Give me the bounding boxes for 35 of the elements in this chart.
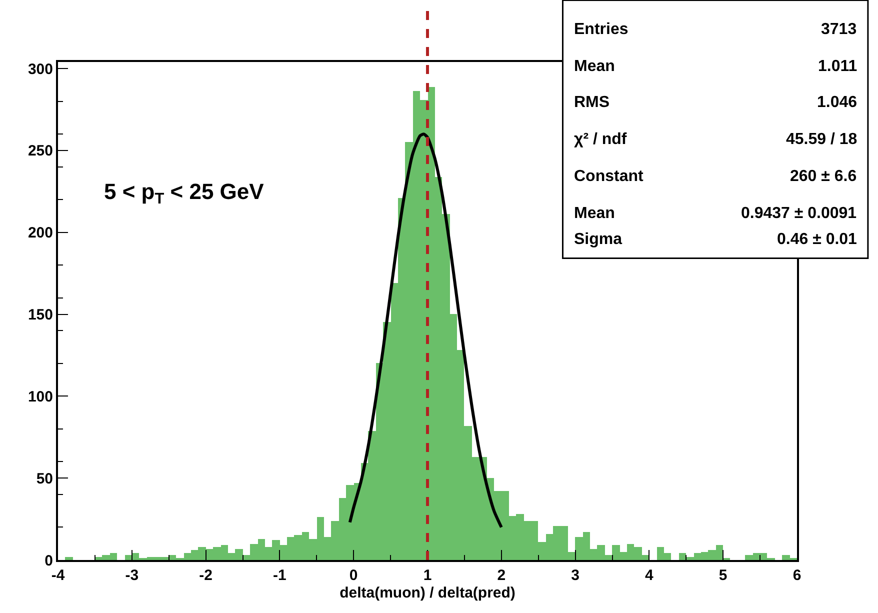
y-tick-label: 50	[36, 470, 53, 488]
x-axis-title: delta(muon) / delta(pred)	[340, 584, 516, 602]
annotation: RMS	[574, 94, 610, 111]
x-tick-label: 6	[792, 567, 802, 584]
annotation: Mean	[574, 58, 615, 75]
x-tick-label: -2	[199, 567, 212, 584]
y-tick-label: 300	[28, 60, 53, 78]
text: 1.011	[818, 58, 858, 75]
x-tick-label: 0	[349, 567, 358, 584]
annotation: Mean	[574, 205, 615, 222]
text: Entries	[574, 21, 628, 38]
y-tick-label: 0	[44, 552, 53, 570]
annotation: χ² / ndf	[574, 131, 628, 148]
x-tick-label: -1	[273, 567, 286, 584]
y-tick-label: 100	[28, 388, 53, 406]
y-tick-label: 250	[28, 142, 53, 160]
x-tick-label: -3	[125, 567, 139, 584]
x-tick-label: 4	[645, 567, 654, 584]
x-tick-label: 2	[497, 567, 506, 584]
annotation: 0.46 ± 0.01	[777, 231, 858, 248]
y-tick-label: 200	[28, 224, 53, 242]
x-tick-label: -4	[51, 567, 66, 584]
annotation: 5 < p$_{T}$ < 25 GeV	[104, 179, 264, 208]
annotation: 260 ± 6.6	[790, 168, 857, 185]
annotation: 45.59 / 18	[786, 131, 858, 148]
text: 3713	[821, 21, 857, 38]
line-series	[348, 132, 503, 529]
x-tick-label: 5	[718, 567, 728, 584]
annotation: Sigma	[574, 231, 622, 248]
x-tick-label: 3	[571, 567, 580, 584]
y-tick-label: 150	[28, 306, 53, 324]
x-tick-label: 1	[423, 567, 432, 584]
annotation: 0.9437 ± 0.0091	[741, 205, 857, 222]
annotation: Constant	[574, 168, 644, 185]
text: 1.046	[817, 94, 858, 111]
